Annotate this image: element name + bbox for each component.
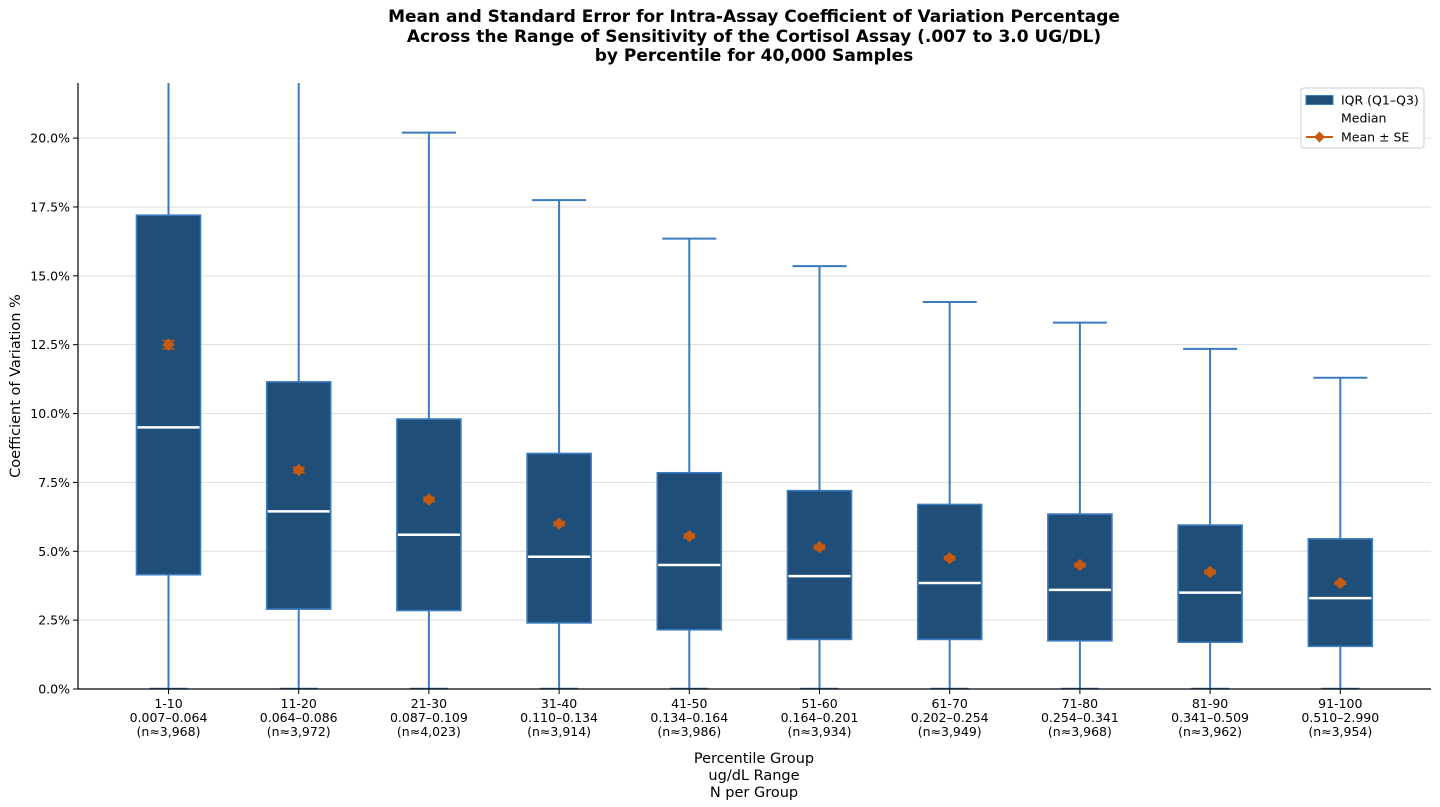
y-axis-label: Coefficient of Variation %: [8, 294, 24, 478]
mean-marker: [813, 540, 826, 554]
mean-marker: [552, 517, 566, 531]
x-tick-n-label: (n≈3,968): [137, 724, 201, 739]
y-tick-label: 20.0%: [30, 131, 70, 146]
y-tick-label: 0.0%: [38, 682, 70, 697]
x-tick-label: 61-70: [932, 696, 968, 711]
legend-label: Mean ± SE: [1341, 130, 1409, 145]
box-group: [1177, 347, 1243, 690]
chart-title-line-3: by Percentile for 40,000 Samples: [595, 46, 913, 66]
x-tick-n-label: (n≈4,023): [397, 724, 461, 739]
x-tick-label: 51-60: [801, 696, 837, 711]
mean-marker: [1073, 558, 1087, 572]
iqr-box: [1047, 513, 1113, 642]
x-axis-label-line-1: Percentile Group: [694, 751, 814, 767]
x-tick-n-label: (n≈3,934): [788, 724, 852, 739]
iqr-box: [265, 381, 332, 610]
x-tick-label: 1-10: [154, 696, 182, 711]
box-group: [1307, 376, 1374, 690]
chart-title-line-1: Mean and Standard Error for Intra-Assay …: [388, 7, 1120, 27]
x-tick-range-label: 0.164–0.201: [781, 710, 859, 725]
box-group: [786, 265, 853, 690]
iqr-box: [786, 489, 853, 641]
box-group: [135, 83, 202, 690]
x-tick-range-label: 0.087–0.109: [390, 710, 468, 725]
mean-marker: [943, 551, 957, 565]
mean-marker: [292, 463, 306, 477]
x-tick-n-label: (n≈3,962): [1178, 724, 1242, 739]
y-tick-label: 12.5%: [30, 337, 70, 352]
chart-title-line-2: Across the Range of Sensitivity of the C…: [407, 27, 1101, 47]
mean-marker: [162, 338, 175, 352]
x-tick-label: 31-40: [541, 696, 577, 711]
x-tick-n-label: (n≈3,914): [527, 724, 591, 739]
x-tick-range-label: 0.134–0.164: [650, 710, 728, 725]
y-tick-label: 10.0%: [30, 406, 70, 421]
mean-marker: [1203, 565, 1217, 579]
x-tick-n-label: (n≈3,972): [267, 724, 331, 739]
mean-marker: [1333, 576, 1347, 590]
legend: IQR (Q1–Q3) Median Mean ± SE: [1300, 87, 1425, 149]
x-tick-range-label: 0.341–0.509: [1171, 710, 1249, 725]
mean-marker: [422, 493, 436, 506]
y-tick-label: 15.0%: [30, 268, 70, 283]
plot-area: [135, 83, 1374, 690]
x-tick-n-label: (n≈3,954): [1308, 724, 1372, 739]
legend-label: Median: [1341, 111, 1386, 126]
iqr-box: [1177, 524, 1243, 643]
box-group: [1047, 321, 1113, 690]
x-tick-label: 81-90: [1192, 696, 1228, 711]
iqr-box: [135, 214, 202, 576]
x-tick-range-label: 0.254–0.341: [1041, 710, 1119, 725]
y-tick-label: 17.5%: [30, 199, 70, 214]
box-group: [526, 199, 592, 690]
iqr-box: [1307, 538, 1374, 648]
x-tick-label: 41-50: [671, 696, 707, 711]
x-tick-label: 71-80: [1062, 696, 1098, 711]
x-tick-n-label: (n≈3,968): [1048, 724, 1112, 739]
x-tick-label: 11-20: [281, 696, 317, 711]
x-tick-label: 91-100: [1318, 696, 1362, 711]
x-tick-range-label: 0.510–2.990: [1301, 710, 1379, 725]
y-tick-label: 2.5%: [38, 613, 70, 628]
legend-swatch-mean-marker: [1314, 131, 1325, 143]
y-tick-label: 7.5%: [38, 475, 70, 490]
iqr-box: [396, 418, 462, 612]
x-tick-range-label: 0.064–0.086: [260, 710, 338, 725]
x-axis-label-line-3: N per Group: [710, 785, 798, 801]
axes: 0.0% 2.5% 5.0% 7.5% 10.0% 12.5% 15.0% 17.5% 20.0…: [30, 83, 1431, 739]
box-group: [396, 131, 462, 690]
x-tick-n-label: (n≈3,949): [918, 724, 982, 739]
x-tick-range-label: 0.202–0.254: [911, 710, 989, 725]
iqr-box: [656, 471, 723, 631]
x-tick-range-label: 0.007–0.064: [130, 710, 208, 725]
x-axis-label: Percentile Group ug/dL Range N per Group: [694, 751, 814, 801]
box-group: [265, 83, 332, 690]
legend-label: IQR (Q1–Q3): [1341, 93, 1419, 108]
mean-marker: [682, 529, 696, 543]
x-tick-n-label: (n≈3,986): [657, 724, 721, 739]
box-group: [656, 237, 723, 690]
box-group: [916, 300, 983, 690]
iqr-box: [916, 503, 983, 641]
x-axis-label-line-2: ug/dL Range: [708, 768, 799, 784]
chart-title: Mean and Standard Error for Intra-Assay …: [388, 7, 1120, 66]
legend-swatch-iqr: [1305, 95, 1334, 105]
x-tick-label: 21-30: [411, 696, 447, 711]
x-tick-range-label: 0.110–0.134: [520, 710, 598, 725]
iqr-box: [526, 452, 592, 624]
y-tick-label: 5.0%: [38, 544, 70, 559]
